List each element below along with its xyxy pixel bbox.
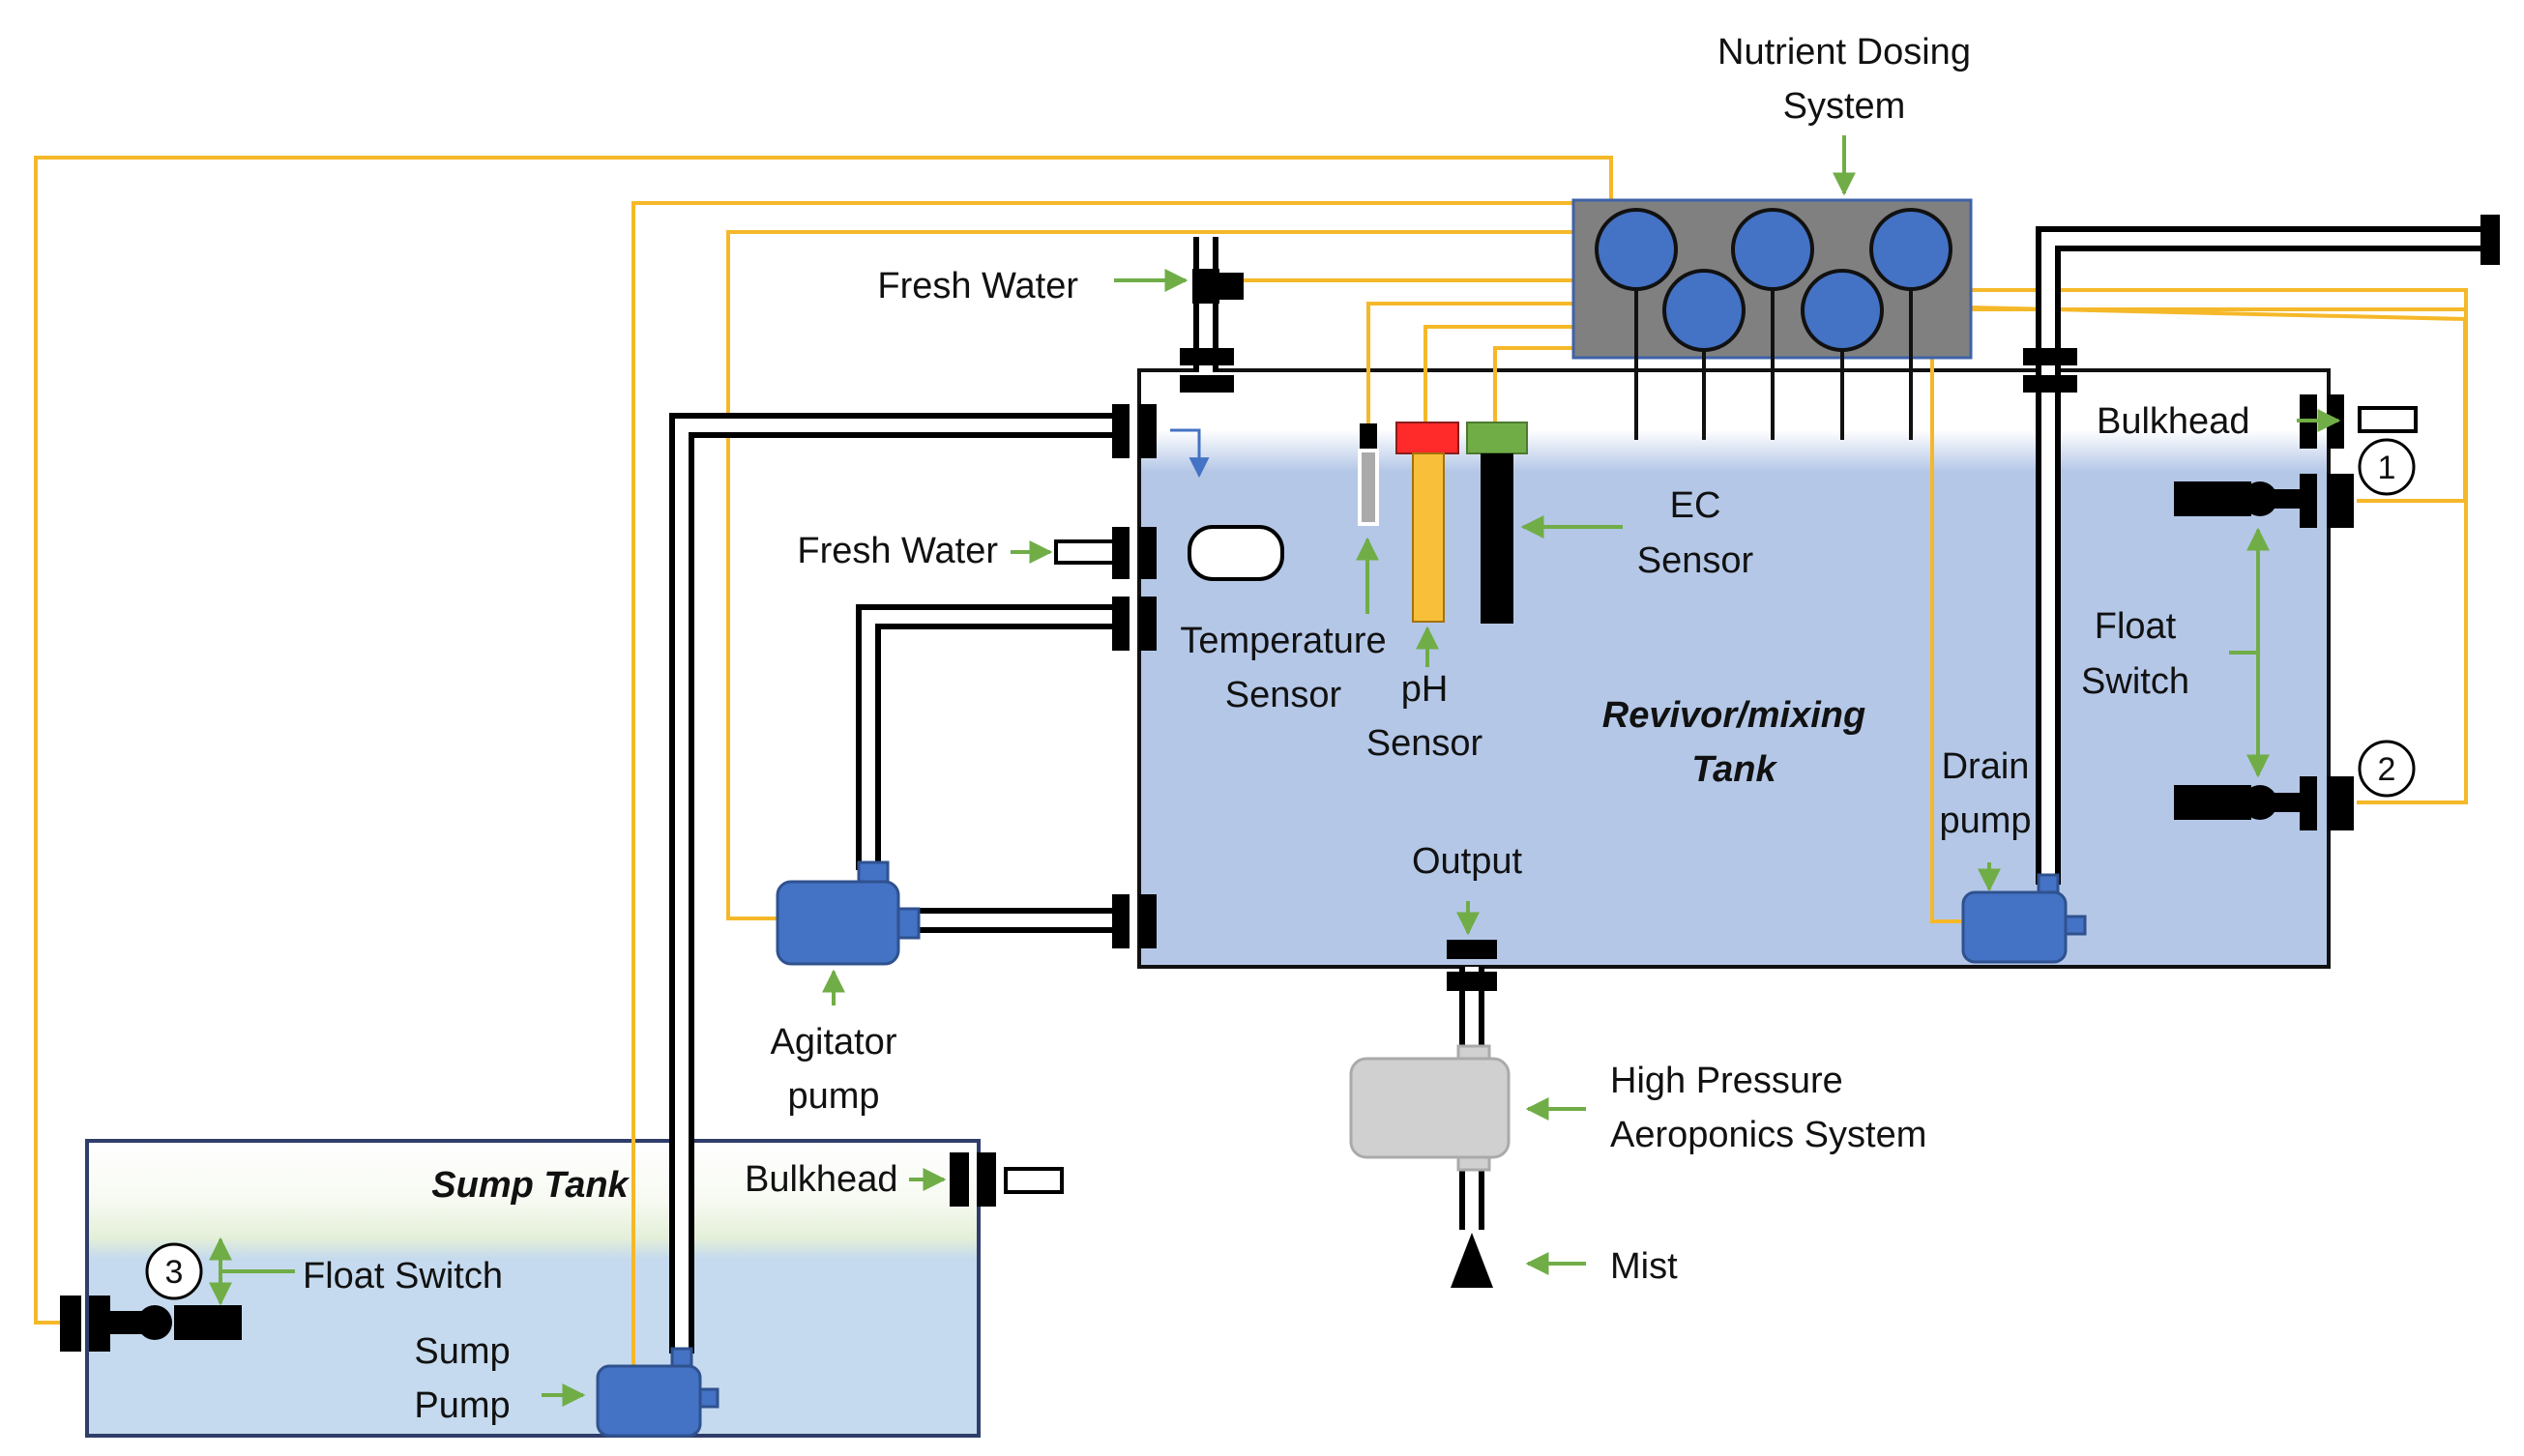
agitator-pump-label-1: Agitator — [771, 1022, 897, 1063]
mist-nozzle — [1451, 1233, 1493, 1288]
agitator-pump-label-2: pump — [787, 1076, 879, 1117]
float-switch-right-label-1: Float — [2095, 606, 2177, 647]
sump-pump-label-2: Pump — [414, 1385, 510, 1426]
ec-sensor-label-1: EC — [1670, 485, 1721, 526]
svg-text:2: 2 — [2378, 751, 2396, 788]
ec-sensor-label-2: Sensor — [1637, 540, 1754, 581]
ph-sensor-label-2: Sensor — [1366, 723, 1483, 764]
bulkhead-sump-label: Bulkhead — [745, 1159, 897, 1200]
reservoir-tank-label-1: Revivor/mixing — [1602, 695, 1865, 736]
sump-pump-label-1: Sump — [414, 1331, 510, 1372]
svg-text:3: 3 — [165, 1254, 184, 1291]
sump-tank-label: Sump Tank — [431, 1165, 630, 1206]
sump-tank — [85, 1139, 981, 1438]
ph-sensor-label-1: pH — [1401, 669, 1449, 710]
control-wires — [34, 156, 2468, 1373]
nutrient-dosing-label-1: Nutrient Dosing — [1717, 32, 1971, 73]
float-switch-3 — [60, 1296, 242, 1352]
high-pressure-label-1: High Pressure — [1610, 1061, 1843, 1101]
high-pressure-label-2: Aeroponics System — [1610, 1115, 1926, 1155]
temperature-sensor-label-2: Sensor — [1225, 675, 1342, 715]
output-label: Output — [1412, 841, 1523, 882]
aeroponics-pump — [1349, 1044, 1511, 1172]
reservoir-tank — [1137, 368, 2331, 969]
temperature-sensor — [1358, 423, 1379, 526]
float-valve — [1188, 525, 1284, 581]
agitator-pump — [776, 860, 921, 966]
dosing-pump-3 — [1731, 208, 1814, 291]
reservoir-tank-label-2: Tank — [1691, 749, 1777, 790]
drain-pump-label-1: Drain — [1942, 746, 2030, 787]
float-switch-sump-label: Float Switch — [303, 1256, 503, 1296]
dosing-pump-1 — [1595, 208, 1678, 291]
float-switch-2 — [2174, 776, 2354, 830]
switch-badge-1: 1 — [2358, 438, 2416, 496]
label-arrows — [209, 135, 2341, 1407]
dosing-pump-5 — [1869, 208, 1952, 291]
dosing-pump-4 — [1801, 269, 1884, 352]
switch-badge-3: 3 — [145, 1242, 203, 1300]
bulkhead-right-label: Bulkhead — [2097, 401, 2249, 442]
sump-pump — [596, 1347, 719, 1438]
temperature-sensor-label-1: Temperature — [1180, 621, 1386, 661]
ph-sensor — [1395, 422, 1459, 623]
nutrient-dosing-label-2: System — [1783, 86, 1906, 127]
mist-label: Mist — [1610, 1246, 1678, 1287]
svg-text:1: 1 — [2378, 450, 2396, 486]
drain-pump — [1961, 873, 2087, 964]
ec-sensor — [1466, 422, 1528, 624]
dosing-pump-2 — [1662, 269, 1746, 352]
float-switch-1 — [2174, 474, 2354, 528]
switch-badge-2: 2 — [2358, 740, 2416, 798]
fittings — [950, 215, 2500, 1207]
fresh-water-top-label: Fresh Water — [877, 266, 1078, 306]
drain-pump-label-2: pump — [1939, 801, 2031, 841]
float-switch-right-label-2: Switch — [2081, 661, 2189, 702]
overflow-indicator — [1170, 428, 1210, 479]
fresh-water-mid-label: Fresh Water — [797, 531, 998, 571]
nutrient-dosing-system — [1571, 198, 1973, 440]
